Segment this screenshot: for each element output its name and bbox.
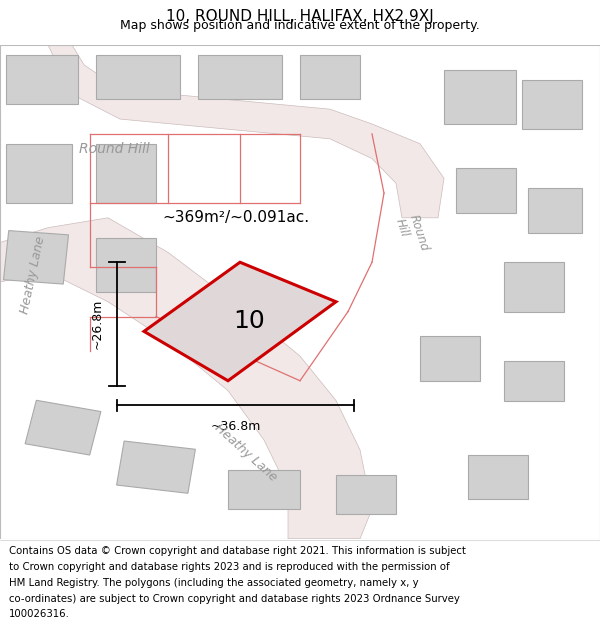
Polygon shape [456,168,516,213]
Polygon shape [528,188,582,232]
Polygon shape [300,55,360,99]
Text: Heathy Lane: Heathy Lane [19,234,47,314]
Polygon shape [504,262,564,312]
Text: Round Hill: Round Hill [79,142,149,156]
Polygon shape [444,69,516,124]
Polygon shape [228,469,300,509]
Polygon shape [468,455,528,499]
Text: to Crown copyright and database rights 2023 and is reproduced with the permissio: to Crown copyright and database rights 2… [9,562,449,572]
Polygon shape [116,441,196,493]
Polygon shape [522,79,582,129]
Text: ~36.8m: ~36.8m [211,420,260,433]
Polygon shape [0,217,372,539]
Polygon shape [144,262,336,381]
Polygon shape [48,45,444,217]
Text: ~369m²/~0.091ac.: ~369m²/~0.091ac. [162,210,309,225]
Polygon shape [96,55,180,99]
Text: Heathy Lane: Heathy Lane [212,421,280,484]
Polygon shape [420,336,480,381]
Polygon shape [198,55,282,99]
Text: Contains OS data © Crown copyright and database right 2021. This information is : Contains OS data © Crown copyright and d… [9,546,466,556]
Polygon shape [96,144,156,203]
Polygon shape [504,361,564,401]
Text: 10, ROUND HILL, HALIFAX, HX2 9XJ: 10, ROUND HILL, HALIFAX, HX2 9XJ [166,9,434,24]
Polygon shape [96,238,156,292]
Polygon shape [25,400,101,455]
Text: HM Land Registry. The polygons (including the associated geometry, namely x, y: HM Land Registry. The polygons (includin… [9,578,419,587]
Text: Round
Hill: Round Hill [393,213,431,258]
Text: Map shows position and indicative extent of the property.: Map shows position and indicative extent… [120,19,480,32]
Text: ~26.8m: ~26.8m [91,299,104,349]
Polygon shape [6,144,72,203]
Polygon shape [336,474,396,514]
Text: 100026316.: 100026316. [9,609,70,619]
Polygon shape [6,55,78,104]
Text: co-ordinates) are subject to Crown copyright and database rights 2023 Ordnance S: co-ordinates) are subject to Crown copyr… [9,594,460,604]
Polygon shape [4,231,68,284]
Text: 10: 10 [233,309,265,334]
